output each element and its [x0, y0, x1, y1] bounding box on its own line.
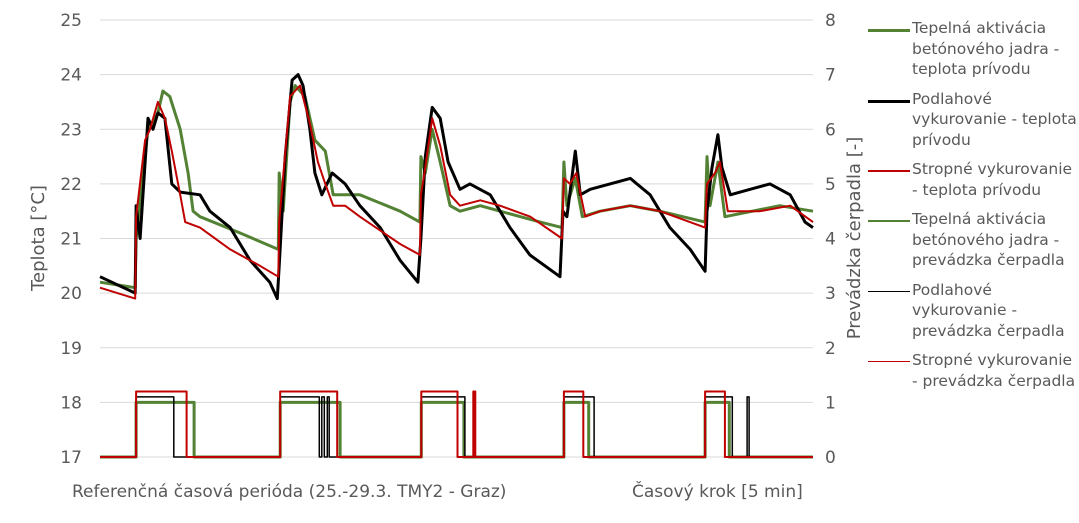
y2-tick-label: 7	[825, 66, 836, 86]
y-tick-label: 20	[60, 284, 82, 304]
y-tick-label: 21	[60, 230, 82, 250]
y2-tick-label: 8	[825, 11, 836, 31]
legend-swatch-icon	[868, 99, 910, 103]
y-tick-label: 24	[60, 66, 82, 86]
y2-axis-title: Prevádzka čerpadla [-]	[844, 137, 865, 340]
y2-tick-label: 1	[825, 393, 836, 413]
legend-label: Stropné vykurovanie - teplota prívodu	[912, 160, 1073, 199]
y2-tick-label: 4	[825, 230, 836, 250]
legend: Tepelná aktivácia betónového jadra - tep…	[868, 18, 1079, 400]
legend-item: Tepelná aktivácia betónového jadra - tep…	[868, 18, 1079, 80]
y2-tick-label: 2	[825, 339, 836, 359]
legend-item: Podlahové vykurovanie - teplota prívodu	[868, 89, 1079, 151]
y2-tick-label: 0	[825, 448, 836, 468]
series-line	[99, 84, 814, 300]
y2-tick-label: 5	[825, 175, 836, 195]
x-axis-title: Časový krok [5 min]	[632, 482, 803, 502]
legend-label: Podlahové vykurovanie - prevádzka čerpad…	[912, 280, 1065, 340]
legend-swatch-icon	[868, 170, 910, 172]
legend-item: Podlahové vykurovanie - prevádzka čerpad…	[868, 280, 1079, 342]
y-tick-label: 18	[60, 393, 82, 413]
right-axis-ticks: 0 1 2 3 4 5 6 7 8	[825, 11, 836, 468]
legend-swatch-icon	[868, 29, 910, 32]
legend-swatch-icon	[868, 290, 910, 292]
series-line	[99, 73, 814, 301]
legend-label: Tepelná aktivácia betónového jadra - pre…	[912, 210, 1065, 269]
y-tick-label: 23	[60, 120, 82, 140]
legend-label: Stropné vykurovanie - prevádzka čerpadla	[912, 351, 1076, 390]
legend-item: Stropné vykurovanie - prevádzka čerpadla	[868, 350, 1079, 391]
x-caption-period: Referenčná časová perióda (25.-29.3. TMY…	[72, 482, 507, 502]
legend-swatch-icon	[868, 220, 910, 222]
y-axis-title: Teplota [°C]	[28, 185, 49, 292]
legend-swatch-icon	[868, 361, 910, 362]
left-axis-ticks: 17 18 19 20 21 22 23 24 25	[60, 11, 82, 468]
legend-item: Tepelná aktivácia betónového jadra - pre…	[868, 209, 1079, 271]
y-tick-label: 22	[60, 175, 82, 195]
y-tick-label: 19	[60, 339, 82, 359]
y-tick-label: 25	[60, 11, 82, 31]
series-line	[100, 390, 813, 458]
legend-label: Tepelná aktivácia betónového jadra - tep…	[912, 19, 1060, 78]
legend-label: Podlahové vykurovanie - teplota prívodu	[912, 89, 1077, 149]
plot-series	[99, 73, 814, 459]
y-tick-label: 17	[60, 448, 82, 468]
y2-tick-label: 3	[825, 284, 836, 304]
y2-tick-label: 6	[825, 120, 836, 140]
legend-item: Stropné vykurovanie - teplota prívodu	[868, 159, 1079, 200]
